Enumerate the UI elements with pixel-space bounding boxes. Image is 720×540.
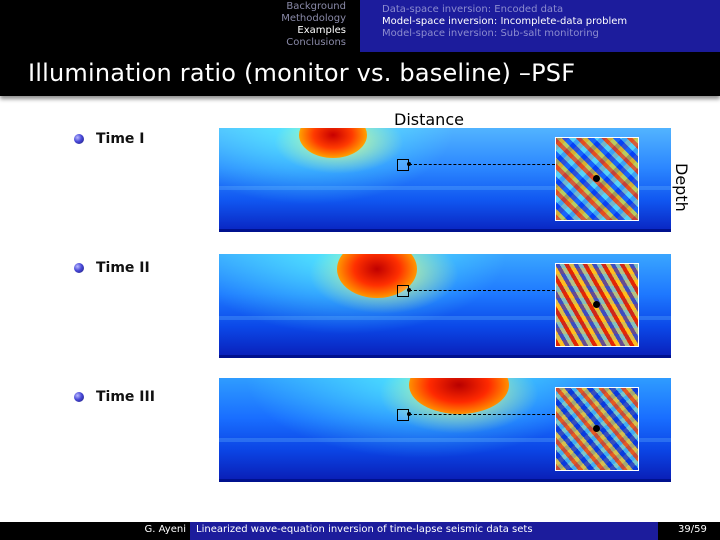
ridge-band [219,316,671,320]
depth-label: Depth [672,163,691,212]
psf-center-point [593,301,600,308]
subsection-navigation [360,0,720,52]
section-navigation [0,0,360,52]
psf-center-point [593,175,600,182]
bullet-time-3: Time III [74,389,155,405]
psf-center-point [593,425,600,432]
bullet-icon [74,392,84,402]
bullet-label: Time III [96,389,155,405]
distance-label: Distance [394,110,464,129]
nav-subsection-incomplete-data[interactable]: Model-space inversion: Incomplete-data p… [382,16,628,27]
ridge-band [219,186,671,190]
footer-page-box: 39/59 [658,522,720,540]
nav-subsection-sub-salt[interactable]: Model-space inversion: Sub-salt monitori… [382,28,599,39]
frame-title: Illumination ratio (monitor vs. baseline… [28,59,576,87]
footer-title-box: Linearized wave-equation inversion of ti… [190,522,658,540]
footer: G. Ayeni Linearized wave-equation invers… [0,522,720,540]
psf-leader-line [407,288,555,292]
top-navigation: Background Methodology Examples Conclusi… [0,0,720,52]
illumination-panel-time-3 [219,378,671,482]
psf-leader-line [407,162,555,166]
bullet-label: Time I [96,131,145,147]
nav-section-background[interactable]: Background [286,1,346,12]
bullet-icon [74,134,84,144]
illumination-panel-time-2 [219,254,671,358]
nav-subsection-encoded-data[interactable]: Data-space inversion: Encoded data [382,4,564,15]
footer-title: Linearized wave-equation inversion of ti… [196,524,533,535]
ridge-band [219,438,671,442]
bullet-label: Time II [96,260,150,276]
psf-inset [555,387,639,471]
section-list: Background Methodology Examples Conclusi… [281,1,346,49]
nav-section-methodology[interactable]: Methodology [281,13,346,24]
bullet-time-1: Time I [74,131,145,147]
page-number: 39/59 [678,524,707,535]
footer-author-box: G. Ayeni [0,522,190,540]
nav-section-examples[interactable]: Examples [297,25,346,36]
bullet-time-2: Time II [74,260,150,276]
footer-author: G. Ayeni [144,524,186,535]
nav-section-conclusions[interactable]: Conclusions [286,37,346,48]
psf-inset [555,263,639,347]
bullet-icon [74,263,84,273]
subsection-list: Data-space inversion: Encoded data Model… [382,4,627,40]
psf-leader-line [407,412,555,416]
psf-inset [555,137,639,221]
illumination-panel-time-1 [219,128,671,232]
frame-title-bar: Illumination ratio (monitor vs. baseline… [0,52,720,96]
